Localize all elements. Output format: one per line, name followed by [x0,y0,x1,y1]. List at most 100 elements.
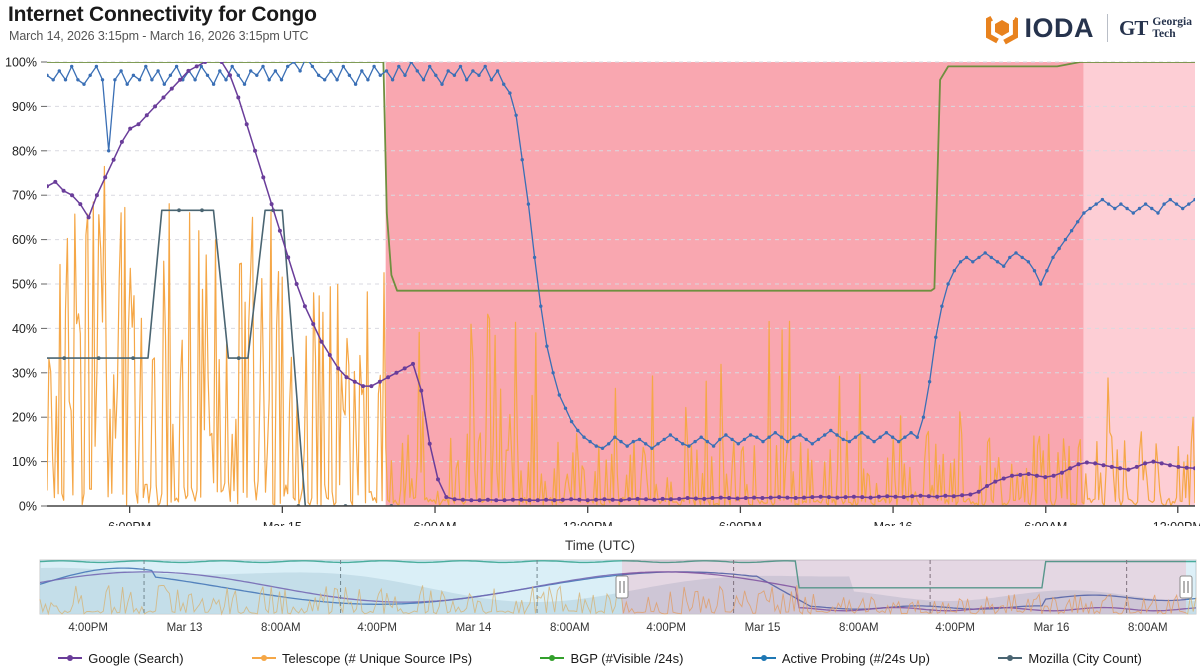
data-point [156,69,160,73]
data-point [452,73,457,77]
data-point [607,442,611,446]
legend-item-3[interactable]: Active Probing (#/24s Up) [751,651,930,666]
main-chart[interactable]: 6:00PM Mar 15 6:00AM 12:00PM 6:00PM Mar 16 6:0… [0,56,1200,553]
data-point [977,255,981,260]
x-tick-label: 12:00PM [563,520,613,526]
data-point [724,433,728,437]
data-point [1002,264,1006,268]
data-point [946,282,950,286]
x-tick-label: 12:00PM [1153,520,1200,526]
minimap-tick-label: 4:00PM [68,622,108,634]
data-point [57,69,61,73]
data-point [872,439,876,444]
data-point [1032,269,1037,273]
data-point [137,78,142,82]
legend-item-0[interactable]: Google (Search) [58,651,184,666]
legend-item-2[interactable]: BGP (#Visible /24s) [540,651,683,666]
minimap-axis: 4:00PM Mar 13 8:00AM 4:00PM Mar 14 8:00AM 4:00… [68,622,1167,634]
brush-selection [622,560,1186,614]
data-point [1187,202,1191,206]
data-point [829,428,833,433]
data-point [1051,255,1055,260]
data-point [1143,202,1148,206]
data-point [940,304,944,308]
brush-handle-left [615,575,629,599]
data-point [94,64,99,69]
legend-item-4[interactable]: Mozilla (City Count) [998,651,1142,666]
data-point [989,255,993,260]
data-point [1143,461,1148,466]
data-point [993,479,998,484]
data-point [469,498,474,503]
data-point [921,415,926,419]
plot-svg[interactable]: 6:00PM Mar 15 6:00AM 12:00PM 6:00PM Mar 16 6:0… [0,56,1200,526]
data-point [428,64,432,69]
minimap-tick-label: Mar 16 [1034,622,1070,634]
data-point [360,69,364,73]
data-point [964,255,969,260]
data-point [502,82,506,86]
data-point [61,188,66,193]
minimap-brush[interactable] [0,556,1200,618]
data-point [823,433,827,437]
minimap-tick-label: 8:00AM [550,622,590,634]
data-point [631,439,635,444]
data-point [53,179,58,184]
data-point [1174,202,1179,206]
data-point [926,494,931,499]
data-point [377,379,382,384]
data-point [934,335,938,339]
data-point [111,157,116,162]
data-point [816,437,821,442]
data-point [70,64,74,69]
page-header: Internet Connectivity for Congo March 14… [0,0,1200,56]
y-tick-label: 0% [19,500,37,514]
data-point [569,419,574,424]
data-point [644,442,648,446]
data-point [971,260,975,264]
data-point [1184,465,1189,470]
data-point [1008,255,1012,260]
data-point [748,433,753,437]
data-point [878,435,882,439]
data-point [876,494,881,499]
data-point [569,497,574,502]
data-point [668,497,673,502]
data-point [70,193,74,198]
data-point [958,260,963,264]
legend-swatch-icon [252,652,276,664]
data-point [1014,251,1018,255]
data-point [711,444,716,448]
data-point [336,366,341,371]
data-point [369,384,374,389]
data-point [460,497,465,502]
data-point [150,78,154,82]
data-point [1119,202,1123,206]
y-tick-label: 10% [12,455,37,469]
data-point [144,64,148,69]
data-point [323,78,327,82]
data-point [194,64,199,69]
data-point [792,435,796,439]
data-point [1109,464,1114,469]
data-point [594,497,598,502]
ioda-logo[interactable]: IODA GT Georgia Tech [985,10,1192,46]
x-tick-label: Mar 15 [263,520,302,526]
x-tick-label: 6:00PM [108,520,151,526]
x-tick-label: 6:00AM [413,520,456,526]
data-point [436,477,440,482]
data-point [47,184,49,189]
legend-item-1[interactable]: Telescope (# Unique Source IPs) [252,651,472,666]
data-point [1088,206,1092,211]
data-point [1131,211,1136,215]
data-point [685,496,690,500]
data-point [347,73,352,77]
data-point [539,304,543,308]
data-point [594,444,598,448]
data-point [718,437,722,442]
data-point [419,388,424,393]
data-point [273,69,278,73]
data-point [471,69,475,73]
data-point [610,497,615,502]
data-point [773,431,777,435]
